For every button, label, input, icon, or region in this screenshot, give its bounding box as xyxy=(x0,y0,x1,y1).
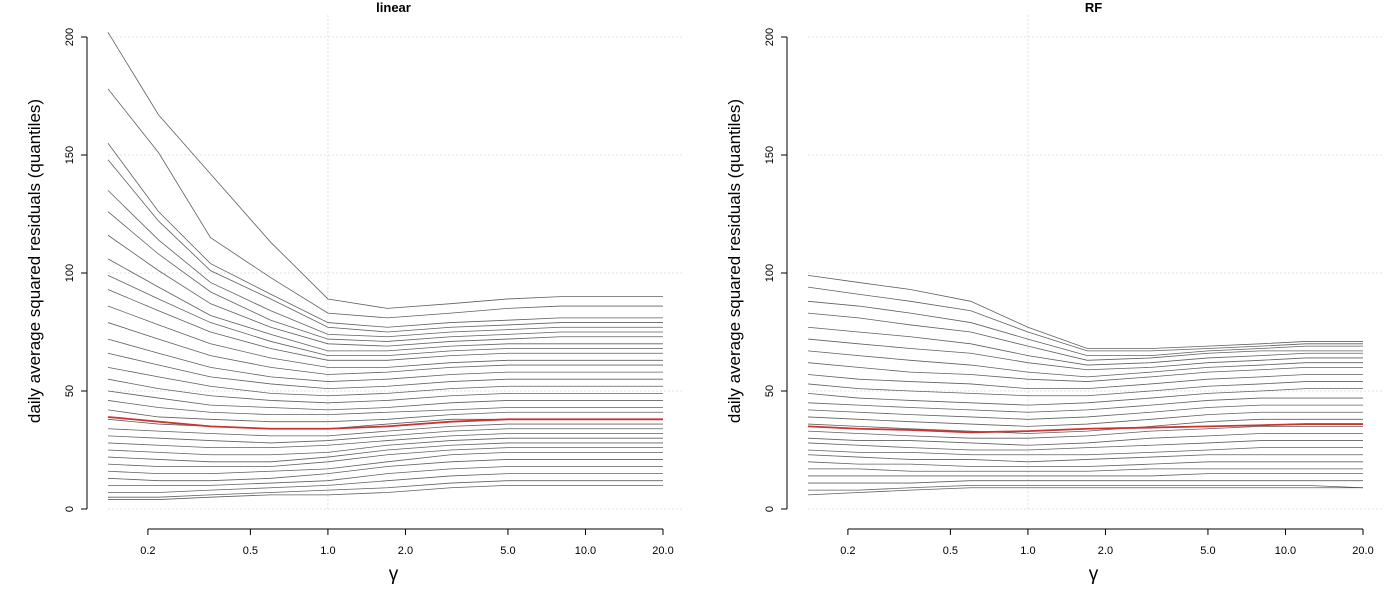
series-line xyxy=(807,425,1363,439)
x-tick-label: 2.0 xyxy=(1098,545,1113,557)
series-line xyxy=(107,409,663,423)
series-line xyxy=(807,381,1363,397)
series-line xyxy=(807,286,1363,352)
series-line xyxy=(107,289,663,361)
y-tick-label: 150 xyxy=(64,146,76,164)
series-line xyxy=(107,423,663,437)
series-line xyxy=(107,390,663,411)
x-tick-label: 10.0 xyxy=(1275,545,1296,557)
series-line xyxy=(807,326,1363,366)
highlight-line xyxy=(107,416,663,430)
y-tick-label: 50 xyxy=(64,385,76,397)
series-line xyxy=(107,451,663,475)
series-line xyxy=(107,447,663,467)
y-tick-label: 100 xyxy=(764,264,776,282)
y-tick-label: 200 xyxy=(764,28,776,46)
x-axis-label: γ xyxy=(389,564,399,585)
series-line xyxy=(107,378,663,404)
series-line xyxy=(107,211,663,342)
y-tick-label: 50 xyxy=(764,385,776,397)
y-tick-label: 150 xyxy=(764,146,776,164)
series-line xyxy=(807,454,1363,463)
series-line xyxy=(107,142,663,328)
x-tick-label: 1.0 xyxy=(320,545,335,557)
series-line xyxy=(807,300,1363,357)
series-line xyxy=(107,338,663,382)
y-tick-label: 100 xyxy=(64,264,76,282)
series-line xyxy=(107,32,663,309)
series-line xyxy=(807,397,1363,413)
x-tick-label: 20.0 xyxy=(1352,545,1373,557)
x-tick-label: 0.5 xyxy=(943,545,958,557)
series-line xyxy=(807,388,1363,406)
series-line xyxy=(108,466,663,486)
x-tick-label: 5.0 xyxy=(1200,545,1215,557)
series-line xyxy=(107,367,663,397)
series-line xyxy=(107,258,663,352)
series-line xyxy=(107,428,663,444)
y-axis-label: daily average squared residuals (quantil… xyxy=(25,99,44,423)
series-line xyxy=(107,190,663,338)
chart-panel-2: 0 50 100 150 200 0.2 0.5 1.0 2.0 5.0 10.0 20.0 RF γ da… xyxy=(725,0,1383,585)
series-line xyxy=(807,350,1363,378)
y-axis-label: daily average squared residuals (quantil… xyxy=(725,99,744,423)
x-tick-label: 1.0 xyxy=(1020,545,1035,557)
series-line xyxy=(807,404,1363,420)
x-tick-label: 5.0 xyxy=(500,545,515,557)
x-tick-label: 2.0 xyxy=(398,545,413,557)
series-line xyxy=(807,274,1363,349)
series-line xyxy=(107,234,663,347)
series-line xyxy=(107,437,663,456)
series-line xyxy=(807,362,1363,382)
x-tick-label: 0.2 xyxy=(840,545,855,557)
y-tick-label: 0 xyxy=(764,506,776,512)
series-line xyxy=(807,312,1363,361)
series-line xyxy=(808,480,1363,484)
panel-title: RF xyxy=(1085,0,1102,15)
series-line xyxy=(107,352,663,390)
series-line xyxy=(108,480,663,498)
series-line xyxy=(808,468,1363,472)
series-line xyxy=(107,322,663,375)
series-line xyxy=(807,487,1363,496)
series-line xyxy=(108,473,663,493)
y-tick-label: 200 xyxy=(64,28,76,46)
series-line xyxy=(807,461,1363,467)
panel-title: linear xyxy=(376,0,411,15)
series-line xyxy=(808,484,1364,491)
series-line xyxy=(107,459,663,482)
x-axis-label: γ xyxy=(1089,564,1099,585)
series-line xyxy=(808,473,1363,477)
series-line xyxy=(807,338,1363,371)
series-line xyxy=(807,374,1363,390)
series-line xyxy=(107,442,663,463)
x-tick-label: 10.0 xyxy=(575,545,596,557)
series-line xyxy=(807,411,1363,427)
series-line xyxy=(107,88,663,319)
highlight-line xyxy=(807,423,1363,434)
y-tick-label: 0 xyxy=(64,506,76,512)
chart-panel-1: 0 50 100 150 200 0.2 0.5 1.0 2.0 5.0 10.0 20.0 linea… xyxy=(25,0,683,585)
series-line xyxy=(107,400,663,416)
x-tick-label: 20.0 xyxy=(652,545,673,557)
series-line xyxy=(807,447,1363,456)
series-line xyxy=(107,159,663,333)
x-tick-label: 0.5 xyxy=(243,545,258,557)
x-tick-label: 0.2 xyxy=(140,545,155,557)
series-line xyxy=(107,305,663,368)
series-line xyxy=(107,274,663,357)
series-line xyxy=(107,433,663,449)
series-line xyxy=(108,484,663,500)
series-line xyxy=(807,418,1363,434)
series-line xyxy=(807,433,1363,446)
series-line xyxy=(807,440,1363,451)
